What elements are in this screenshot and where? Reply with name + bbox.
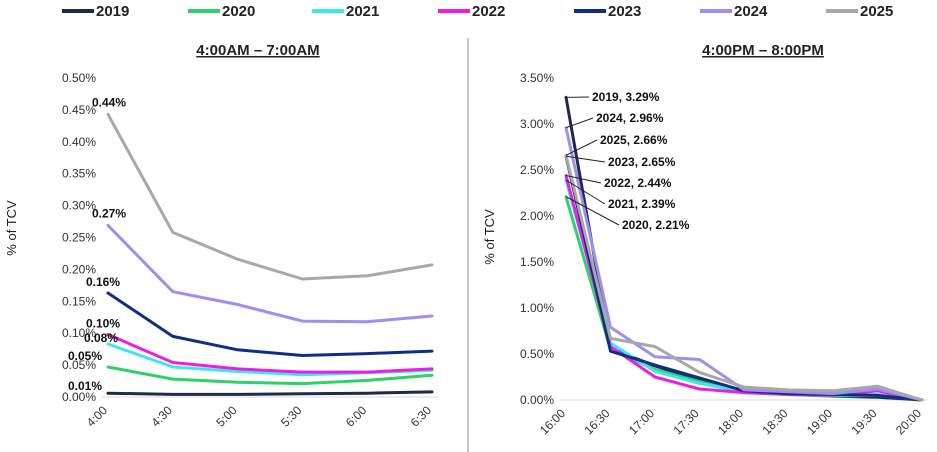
morning-y-tick: 0.50% [62, 71, 96, 85]
morning-y-tick: 0.45% [62, 103, 96, 117]
evening-data-label: 2020, 2.21% [622, 218, 690, 232]
y-axis-label-morning: % of TCV [4, 200, 19, 256]
morning-data-label: 0.01% [68, 379, 102, 393]
legend-label-2021: 2021 [346, 3, 379, 20]
morning-x-tick: 5:00 [213, 403, 240, 430]
evening-data-label: 2022, 2.44% [604, 176, 672, 190]
y-axis-label-evening: % of TCV [482, 209, 497, 265]
legend-label-2023: 2023 [608, 3, 641, 20]
morning-series-line-2025 [106, 112, 434, 281]
morning-x-tick: 6:00 [343, 403, 370, 430]
morning-x-tick: 4:00 [84, 403, 111, 430]
legend-label-2020: 2020 [222, 3, 255, 20]
morning-x-tick: 6:30 [408, 403, 435, 430]
chart-legend: 2019 2020 2021 2022 2023 2024 2025 [62, 3, 893, 20]
legend-label-2022: 2022 [472, 3, 505, 20]
evening-y-tick: 2.50% [520, 163, 554, 177]
morning-y-tick: 0.10% [62, 326, 96, 340]
morning-x-tick: 4:30 [149, 403, 176, 430]
chart-panel-evening: 4:00PM – 8:00PM % of TCV 0.00% 0.50% 1.00%… [482, 42, 928, 437]
morning-data-label: 0.16% [86, 275, 120, 289]
evening-data-label: 2019, 3.29% [592, 90, 660, 104]
evening-y-tick: 0.00% [520, 393, 554, 407]
evening-x-tick: 17:00 [626, 406, 657, 437]
evening-label-leader [565, 155, 606, 163]
evening-x-tick: 16:00 [537, 406, 568, 437]
chart-title-evening: 4:00PM – 8:00PM [702, 42, 824, 59]
legend-label-2025: 2025 [860, 3, 893, 20]
evening-series-line-2021 [564, 178, 924, 402]
morning-y-tick: 0.30% [62, 199, 96, 213]
evening-y-tick: 2.00% [520, 209, 554, 223]
chart-title-morning: 4:00AM – 7:00AM [196, 42, 319, 59]
morning-x-tick: 5:30 [278, 403, 305, 430]
evening-data-label: 2025, 2.66% [600, 133, 668, 147]
morning-series-line-2020 [106, 365, 434, 386]
evening-y-tick: 3.00% [520, 117, 554, 131]
morning-y-tick: 0.35% [62, 167, 96, 181]
morning-series-line-2023 [106, 291, 434, 357]
morning-data-label: 0.44% [92, 95, 126, 109]
morning-y-tick: 0.05% [62, 358, 96, 372]
evening-series-line-2025 [564, 153, 924, 402]
evening-data-label: 2023, 2.65% [608, 155, 676, 169]
morning-y-tick: 0.20% [62, 262, 96, 276]
evening-x-tick: 18:00 [715, 406, 746, 437]
evening-x-tick: 19:30 [848, 406, 879, 437]
morning-data-label: 0.27% [92, 206, 126, 220]
evening-data-label: 2024, 2.96% [596, 111, 664, 125]
legend-label-2019: 2019 [96, 3, 129, 20]
morning-data-label: 0.10% [86, 316, 120, 330]
evening-series-line-2023 [564, 154, 924, 402]
morning-y-tick: 0.40% [62, 135, 96, 149]
evening-y-tick: 0.50% [520, 347, 554, 361]
plot-area-morning: 0.00% 0.05% 0.10% 0.15% 0.20% 0.25% 0.30% 0.35%… [62, 71, 438, 430]
morning-series-line-2024 [106, 223, 434, 324]
evening-x-tick: 19:00 [804, 406, 835, 437]
evening-label-leader [565, 179, 606, 205]
evening-series-line-2020 [564, 195, 924, 402]
evening-series-line-2024 [564, 126, 924, 402]
evening-x-tick: 18:30 [759, 406, 790, 437]
evening-label-leader [565, 196, 620, 226]
morning-y-tick: 0.25% [62, 231, 96, 245]
legend-label-2024: 2024 [734, 3, 768, 20]
evening-x-tick: 16:30 [581, 406, 612, 437]
evening-x-tick: 20:00 [893, 406, 924, 437]
morning-series-line-2022 [106, 333, 434, 374]
evening-y-tick: 1.50% [520, 255, 554, 269]
plot-area-evening: 0.00% 0.50% 1.00% 1.50% 2.00% 2.50% 3.00% 3.50%… [520, 71, 928, 437]
morning-y-tick: 0.00% [62, 390, 96, 404]
evening-y-tick: 1.00% [520, 301, 554, 315]
morning-y-tick: 0.15% [62, 294, 96, 308]
evening-y-tick: 3.50% [520, 71, 554, 85]
morning-data-label: 0.08% [84, 331, 118, 345]
morning-series-line-2019 [106, 390, 434, 396]
evening-label-leader [565, 139, 598, 156]
morning-data-label: 0.05% [68, 349, 102, 363]
evening-label-leader [565, 175, 602, 184]
evening-x-tick: 17:30 [670, 406, 701, 437]
chart-panel-morning: 4:00AM – 7:00AM % of TCV 0.00% 0.05% 0.10%… [4, 42, 438, 430]
evening-label-leader [565, 117, 594, 129]
evening-data-label: 2021, 2.39% [608, 197, 676, 211]
